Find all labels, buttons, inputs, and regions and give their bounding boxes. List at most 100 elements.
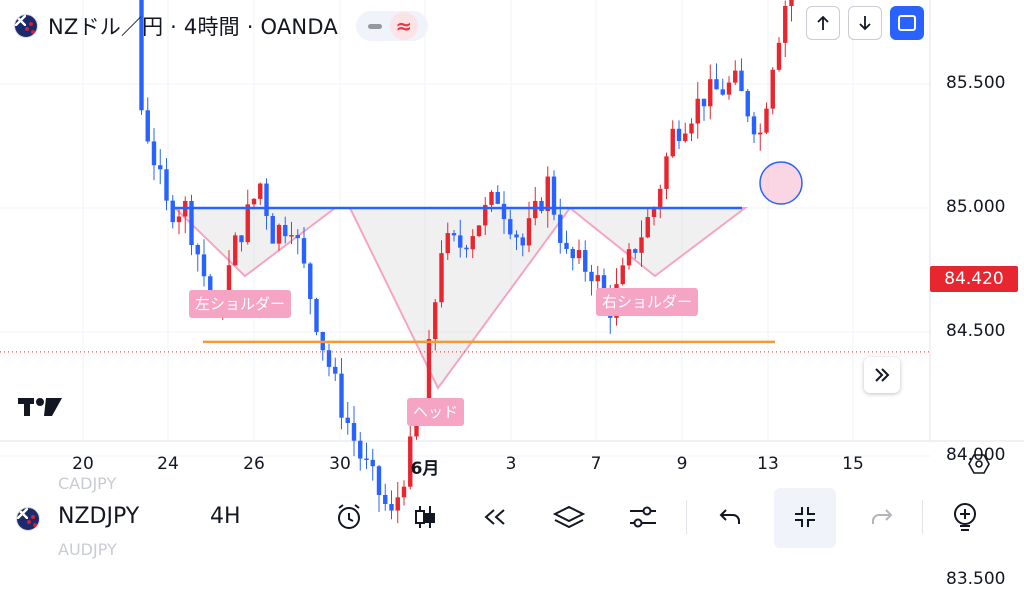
- candle-body: [301, 238, 307, 264]
- candle-body: [376, 466, 382, 495]
- candle-body: [633, 249, 638, 253]
- current-price-tag: 84.420: [930, 266, 1018, 292]
- candle-body: [570, 248, 575, 259]
- candle-body: [520, 237, 525, 246]
- candle-body: [364, 458, 369, 461]
- time-tick: 30: [329, 454, 351, 474]
- price-tick: 84.500: [946, 321, 1006, 341]
- candle-body: [751, 116, 757, 135]
- toolbar-divider: [686, 500, 687, 534]
- candle-body: [276, 224, 282, 244]
- collapse-icon[interactable]: [367, 23, 382, 29]
- exit-fullscreen-button[interactable]: [774, 488, 836, 548]
- indicators-settings-button[interactable]: [626, 500, 660, 534]
- candle-body: [283, 224, 288, 237]
- replay-button[interactable]: [478, 500, 512, 534]
- time-tick: 20: [72, 454, 94, 474]
- fullscreen-button[interactable]: [890, 6, 924, 40]
- scroll-to-realtime-button[interactable]: [864, 357, 900, 393]
- candle-body: [783, 6, 788, 43]
- time-tick: 26: [243, 454, 265, 474]
- candle-body: [558, 214, 563, 243]
- candle-body: [620, 265, 625, 285]
- candle-body: [758, 132, 763, 135]
- redo-button[interactable]: [864, 500, 898, 534]
- toolbar-divider-2: [922, 500, 923, 534]
- layers-icon: [552, 505, 586, 529]
- candle-body: [564, 242, 569, 249]
- chart-settings-button[interactable]: [966, 451, 992, 477]
- candle-body: [508, 219, 513, 235]
- chart-title[interactable]: NZドル／円 · 4時間 · OANDA: [48, 15, 338, 39]
- candle-body: [345, 417, 350, 423]
- candle-body: [139, 0, 144, 111]
- retest-highlight-circle[interactable]: [759, 161, 803, 205]
- chart-type-button[interactable]: [408, 500, 442, 534]
- lightbulb-plus-icon: [954, 503, 976, 531]
- arrow-down-icon: [859, 16, 871, 31]
- redo-icon: [872, 509, 893, 524]
- time-tick: 9: [676, 454, 688, 474]
- candle-body: [358, 440, 363, 459]
- price-chart[interactable]: [0, 0, 1024, 576]
- candle-body: [226, 265, 232, 306]
- candle-body: [233, 235, 238, 266]
- right-shoulder-label: 右ショルダー: [596, 288, 699, 316]
- time-tick: 7: [590, 454, 602, 474]
- candle-body: [683, 133, 688, 142]
- candle-body: [264, 183, 269, 217]
- candle-body: [583, 250, 588, 272]
- candle-body: [389, 503, 394, 511]
- candle-body: [626, 249, 632, 266]
- candle-body: [651, 209, 657, 217]
- tradingview-logo: [18, 396, 64, 424]
- nz-flag-icon: [14, 14, 38, 38]
- symbol-flag: [16, 507, 40, 531]
- candle-body: [601, 275, 607, 292]
- candle-body: [339, 373, 344, 418]
- candle-body: [314, 298, 319, 333]
- symbol-selector[interactable]: NZDJPY: [58, 504, 140, 529]
- candle-body: [439, 253, 444, 303]
- candle-body: [733, 70, 738, 83]
- candle-body: [408, 436, 413, 487]
- candle-body: [370, 459, 375, 467]
- indicator-pill[interactable]: ≈: [355, 11, 428, 41]
- candle-body: [701, 98, 707, 107]
- candle-body: [495, 191, 500, 204]
- alarm-clock-icon: [338, 504, 360, 529]
- candle-body: [551, 176, 557, 215]
- candle-body: [664, 156, 669, 189]
- double-chevron-right-icon: [875, 368, 890, 382]
- candle-body: [239, 235, 244, 243]
- interval-selector[interactable]: 4H: [210, 504, 241, 529]
- undo-icon: [719, 509, 740, 524]
- candle-body: [245, 204, 250, 243]
- candle-body: [451, 233, 457, 236]
- candle-body: [658, 188, 663, 210]
- candles-icon: [415, 506, 435, 528]
- shrink-icon: [795, 507, 815, 527]
- time-tick: 15: [842, 454, 864, 474]
- ideas-button[interactable]: [948, 500, 982, 534]
- time-tick: 3: [505, 454, 517, 474]
- candle-body: [739, 70, 744, 91]
- fullscreen-icon: [898, 15, 916, 31]
- price-tick: 85.000: [946, 197, 1006, 217]
- candle-body: [351, 422, 357, 441]
- scroll-up-button[interactable]: [806, 6, 840, 40]
- undo-button[interactable]: [714, 500, 748, 534]
- layers-button[interactable]: [552, 500, 586, 534]
- candle-body: [426, 338, 432, 406]
- candle-body: [764, 108, 769, 133]
- time-tick: 6月: [410, 459, 440, 479]
- wave-icon[interactable]: ≈: [389, 12, 418, 40]
- scroll-down-button[interactable]: [848, 6, 882, 40]
- candle-body: [708, 79, 713, 107]
- candle-body: [170, 200, 175, 223]
- candle-body: [514, 234, 519, 238]
- alert-button[interactable]: [332, 500, 366, 534]
- candle-body: [395, 497, 400, 511]
- next-symbol-ghost: AUDJPY: [58, 540, 117, 559]
- candle-body: [745, 90, 750, 117]
